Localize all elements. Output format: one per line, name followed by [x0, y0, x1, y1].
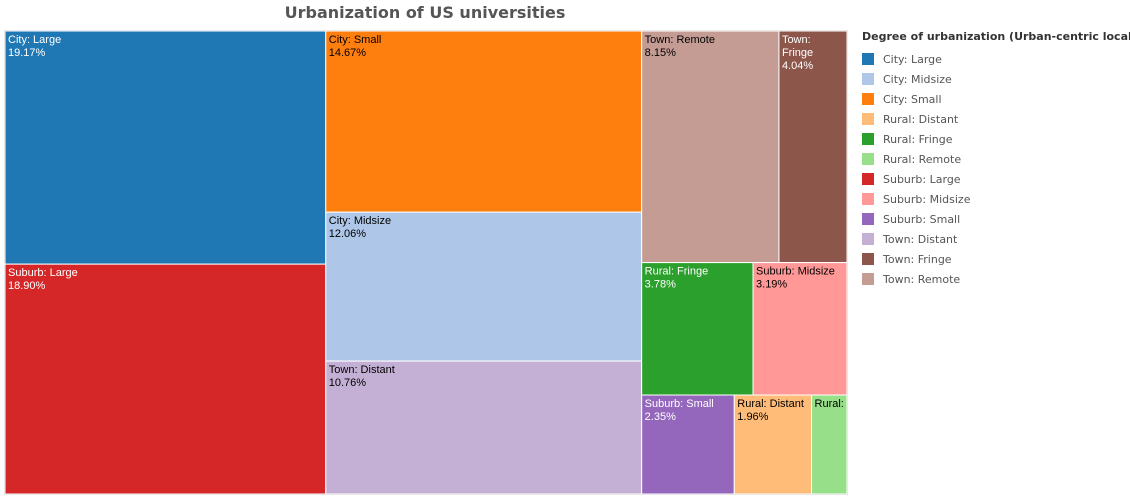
- legend-item-suburb-large: Suburb: Large: [862, 169, 1130, 189]
- tile-label: Town: Fringe: [782, 34, 813, 59]
- legend-item-city-small: City: Small: [862, 89, 1130, 109]
- legend-label: Town: Fringe: [883, 252, 952, 266]
- tile-rect: [641, 262, 754, 396]
- tile-rect: [325, 360, 643, 495]
- tile-rect: [325, 30, 643, 213]
- tile-rect: [641, 30, 780, 264]
- tile-rural-remote[interactable]: Rural:: [811, 394, 848, 495]
- tile-label: City: Large: [8, 34, 61, 46]
- legend-label: City: Small: [883, 92, 942, 106]
- legend-label: Rural: Distant: [883, 112, 959, 126]
- legend-label: City: Large: [883, 52, 942, 66]
- tile-label: Suburb: Large: [8, 267, 78, 279]
- tile-label: Suburb: Midsize: [756, 266, 835, 278]
- legend-swatch: [862, 93, 874, 105]
- tile-value-label: 3.78%: [645, 279, 676, 291]
- tile-label: Suburb: Small: [645, 398, 714, 410]
- legend-item-suburb-small: Suburb: Small: [862, 209, 1130, 229]
- tile-value-label: 4.04%: [782, 60, 813, 72]
- legend-item-rural-remote: Rural: Remote: [862, 149, 1130, 169]
- legend: Degree of urbanization (Urban-centric lo…: [862, 30, 1130, 289]
- legend-swatch: [862, 153, 874, 165]
- tile-rect: [641, 394, 735, 495]
- legend-label: Suburb: Large: [883, 172, 961, 186]
- legend-swatch: [862, 233, 874, 245]
- legend-item-city-large: City: Large: [862, 49, 1130, 69]
- legend-title: Degree of urbanization (Urban-centric lo…: [862, 30, 1130, 43]
- tile-label: Rural: Fringe: [645, 266, 709, 278]
- legend-swatch: [862, 193, 874, 205]
- tile-label: Town: Distant: [329, 364, 395, 376]
- legend-label: Town: Remote: [883, 272, 961, 286]
- legend-item-town-remote: Town: Remote: [862, 269, 1130, 289]
- tile-label: Town: Remote: [645, 34, 715, 46]
- legend-item-town-fringe: Town: Fringe: [862, 249, 1130, 269]
- tile-rect: [325, 211, 643, 362]
- legend-item-city-midsize: City: Midsize: [862, 69, 1130, 89]
- tile-label: Rural: Distant: [737, 398, 804, 410]
- legend-swatch: [862, 253, 874, 265]
- legend-label: Suburb: Small: [883, 212, 961, 226]
- tile-rect: [4, 263, 327, 495]
- tile-value-label: 12.06%: [329, 228, 367, 240]
- tile-rect: [752, 262, 848, 396]
- legend-label: Rural: Fringe: [883, 132, 953, 146]
- tile-value-label: 14.67%: [329, 47, 367, 59]
- tile-value-label: 10.76%: [329, 377, 367, 389]
- legend-swatch: [862, 213, 874, 225]
- tile-value-label: 3.19%: [756, 279, 787, 291]
- legend-label: City: Midsize: [883, 72, 952, 86]
- legend-item-rural-distant: Rural: Distant: [862, 109, 1130, 129]
- tile-value-label: 19.17%: [8, 47, 46, 59]
- legend-swatch: [862, 73, 874, 85]
- legend-swatch: [862, 133, 874, 145]
- legend-item-rural-fringe: Rural: Fringe: [862, 129, 1130, 149]
- legend-swatch: [862, 273, 874, 285]
- tile-value-label: 18.90%: [8, 280, 46, 292]
- legend-swatch: [862, 53, 874, 65]
- tile-rect: [733, 394, 813, 495]
- tile-label: City: Midsize: [329, 215, 391, 227]
- tile-rect: [811, 394, 848, 495]
- tile-value-label: 1.96%: [737, 411, 768, 423]
- legend-swatch: [862, 173, 874, 185]
- legend-item-town-distant: Town: Distant: [862, 229, 1130, 249]
- tile-value-label: 2.35%: [645, 411, 676, 423]
- tile-rect: [778, 30, 848, 264]
- tile-label: Rural:: [815, 398, 844, 410]
- legend-label: Suburb: Midsize: [883, 192, 971, 206]
- tile-label: City: Small: [329, 34, 382, 46]
- tile-value-label: 8.15%: [645, 47, 676, 59]
- legend-items: City: Large City: Midsize City: Small Rural…: [862, 49, 1130, 289]
- tile-rect: [4, 30, 327, 265]
- legend-label: Rural: Remote: [883, 152, 962, 166]
- legend-item-suburb-midsize: Suburb: Midsize: [862, 189, 1130, 209]
- chart-title: Urbanization of US universities: [284, 3, 566, 22]
- legend-swatch: [862, 113, 874, 125]
- legend-label: Town: Distant: [883, 232, 958, 246]
